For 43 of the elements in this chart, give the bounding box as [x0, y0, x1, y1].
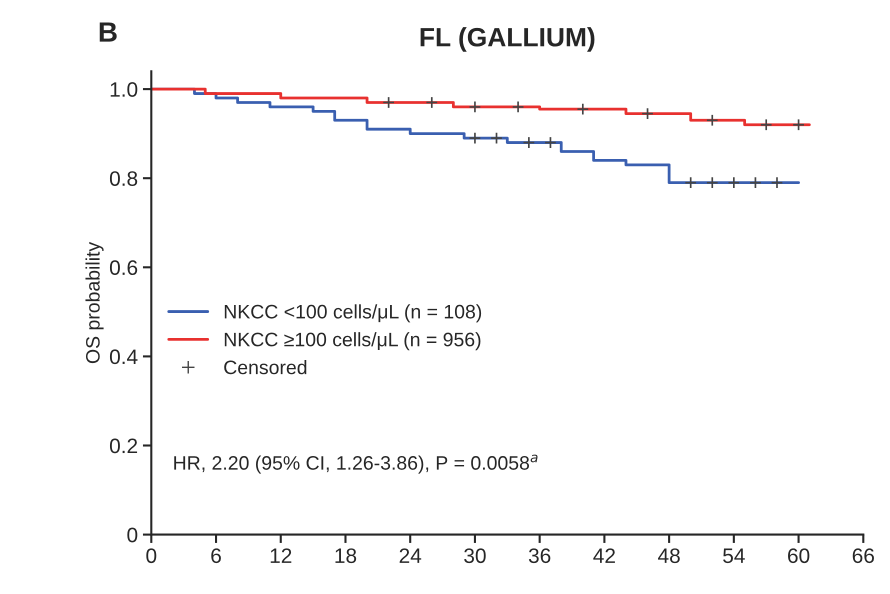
x-tick-label: 12	[270, 548, 292, 563]
point	[749, 176, 762, 189]
annotation: HR, 2.20 (95% CI, 1.26-3.86), P = 0.0058$^{a}$	[174, 454, 538, 474]
legend-label: NKCC ≥100 cells/μL (n = 956)	[224, 332, 480, 350]
point	[426, 96, 438, 109]
point	[382, 96, 395, 109]
point	[490, 132, 503, 144]
point	[792, 118, 805, 131]
text: B	[100, 22, 117, 42]
x-tick-label: 66	[852, 548, 874, 564]
point	[706, 114, 718, 126]
y-tick-label: 1.0	[110, 82, 138, 97]
point	[684, 176, 697, 189]
point	[760, 118, 772, 131]
chart-title: FL (GALLIUM)	[420, 27, 594, 52]
y-tick-label: 0.2	[110, 438, 138, 454]
point	[576, 102, 590, 116]
y-tick-label: 0.4	[110, 349, 138, 364]
point	[522, 136, 536, 149]
y-tick-label: 0	[127, 528, 138, 542]
y-tick-label: 0.8	[110, 171, 138, 186]
x-tick-label: 18	[335, 548, 356, 564]
x-tick-label: 48	[658, 548, 680, 564]
point	[468, 132, 482, 144]
point	[770, 176, 784, 189]
x-tick-label: 30	[464, 548, 486, 564]
x-tick-label: 42	[593, 548, 615, 563]
legend-label: Censored	[224, 360, 306, 374]
point	[706, 176, 718, 189]
x-tick-label: 0	[146, 548, 156, 564]
point	[468, 100, 482, 114]
y-axis-title: OS probability	[85, 242, 104, 364]
x-tick-label: 24	[400, 548, 422, 563]
legend-label: NKCC <100 cells/μL (n = 108)	[224, 304, 482, 322]
point	[512, 100, 524, 114]
x-tick-label: 6	[211, 548, 221, 564]
point	[641, 107, 654, 120]
point	[544, 136, 557, 149]
y-tick-label: 0.6	[110, 260, 138, 276]
x-tick-label: 60	[788, 548, 810, 564]
x-tick-label: 36	[528, 548, 550, 564]
point	[728, 176, 740, 189]
x-tick-label: 54	[723, 548, 745, 564]
